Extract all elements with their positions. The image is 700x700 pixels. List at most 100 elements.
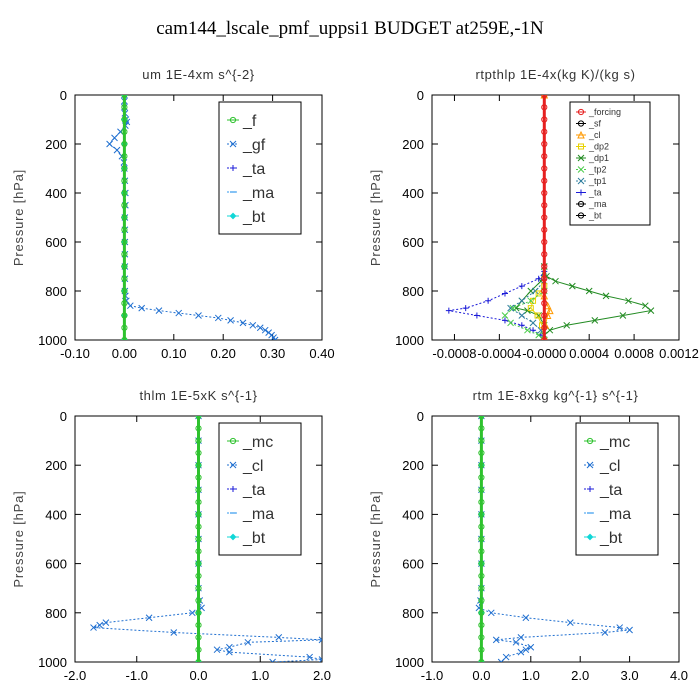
data-point (527, 305, 534, 312)
series-line-tp2 (504, 95, 545, 340)
legend-label: _sf (588, 119, 602, 129)
data-point (121, 251, 128, 258)
data-point (96, 621, 104, 629)
legend-box (218, 101, 302, 235)
data-point (195, 609, 202, 616)
y-tick-label: 600 (45, 235, 67, 250)
legend-marker (229, 533, 237, 541)
data-point (541, 177, 548, 184)
data-point (195, 486, 202, 493)
series-group (106, 95, 279, 340)
data-point (121, 214, 128, 221)
data-point (535, 331, 543, 339)
data-point (541, 116, 548, 123)
data-point (625, 297, 632, 305)
y-tick-label: 600 (45, 557, 67, 572)
legend-label: _ma (242, 506, 274, 523)
x-tick-label: 1.0 (251, 668, 269, 683)
x-tick-label: -0.10 (60, 346, 90, 361)
data-point (478, 658, 485, 662)
data-point (478, 462, 485, 469)
data-point (478, 597, 485, 604)
data-point (522, 646, 530, 654)
data-point (524, 326, 531, 334)
data-point (535, 275, 542, 282)
data-point (227, 317, 234, 324)
series-line-dp1 (543, 95, 653, 340)
y-tick-label: 200 (45, 137, 67, 152)
data-point (195, 622, 202, 629)
data-point (568, 282, 576, 290)
y-tick-label: 400 (402, 186, 424, 201)
data-point (541, 140, 548, 148)
y-tick-label: 800 (45, 284, 67, 299)
data-point (531, 287, 539, 295)
legend-label: _mc (599, 434, 630, 451)
legend-marker (577, 177, 585, 185)
legend-marker (229, 140, 237, 148)
data-point (616, 624, 624, 631)
data-point (478, 535, 485, 543)
y-tick-label: 200 (402, 137, 424, 152)
data-point (543, 311, 552, 319)
legend-marker (229, 461, 237, 469)
data-point (546, 306, 554, 315)
y-tick-label: 0 (60, 88, 67, 103)
data-point (585, 287, 593, 295)
x-tick-label: -2.0 (64, 668, 86, 683)
x-tick-label: 2.0 (313, 668, 331, 683)
data-point (121, 153, 128, 160)
data-point (522, 614, 530, 622)
data-point (121, 336, 128, 340)
x-tick-label: 0.0 (189, 668, 207, 683)
figure-title: cam144_lscale_pmf_uppsi1 BUDGET at259E,-… (156, 18, 544, 39)
data-point (563, 321, 571, 329)
data-point (541, 336, 548, 340)
y-tick-label: 600 (402, 557, 424, 572)
x-tick-label: 4.0 (670, 668, 688, 683)
legend-label: _cl (588, 130, 601, 140)
data-point (501, 317, 508, 324)
data-point (121, 275, 128, 282)
data-point (195, 560, 202, 567)
data-point (138, 304, 146, 312)
x-tick-label: 2.0 (571, 668, 589, 683)
x-tick-label: -0.0000 (522, 346, 566, 361)
legend-label: _gf (242, 137, 266, 154)
legend-label: _cl (599, 458, 620, 475)
data-point (541, 275, 548, 282)
data-point (195, 523, 202, 530)
data-point (106, 140, 113, 148)
data-point (213, 646, 221, 654)
data-point (170, 629, 178, 636)
series-line-ta (448, 95, 545, 340)
panel-title: rtpthlp 1E-4x(kg K)/(kg s) (475, 67, 635, 82)
data-point (512, 638, 520, 646)
data-point (487, 609, 495, 617)
y-tick-label: 0 (417, 409, 424, 424)
x-tick-label: 1.0 (522, 668, 540, 683)
legend-label: _dp2 (588, 142, 609, 152)
legend-marker (577, 166, 585, 173)
data-point (541, 153, 548, 160)
y-axis-label: Pressure [hPa] (11, 490, 26, 587)
data-point (121, 140, 128, 148)
data-point (121, 226, 128, 233)
data-point (121, 116, 128, 123)
chart-panel-rtm: rtm 1E-8xkg kg^{-1} s^{-1} Pressure [hPa]… (368, 388, 688, 683)
data-point (195, 462, 202, 469)
data-point (195, 511, 202, 518)
data-point (121, 104, 128, 111)
data-point (527, 297, 535, 305)
panel-title: rtm 1E-8xkg kg^{-1} s^{-1} (473, 388, 639, 403)
data-point (195, 474, 202, 481)
legend-label: _mc (242, 434, 273, 451)
plot-frame (74, 94, 323, 341)
legend-marker (578, 189, 584, 196)
data-point (478, 486, 485, 493)
legend-label: _forcing (588, 107, 621, 117)
data-point (518, 283, 525, 290)
legend-marker (586, 461, 594, 469)
x-tick-label: 0.0004 (569, 346, 609, 361)
